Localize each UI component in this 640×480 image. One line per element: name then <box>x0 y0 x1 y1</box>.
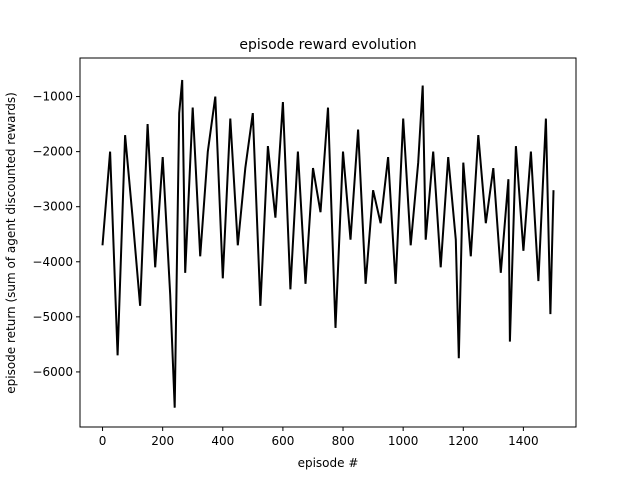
x-tick-label: 800 <box>332 434 355 448</box>
y-tick-label: −1000 <box>32 90 73 104</box>
y-axis: −1000 −2000 −3000 −4000 −5000 −6000 <box>32 90 80 379</box>
series-line-0 <box>101 79 555 408</box>
x-tick-label: 400 <box>211 434 234 448</box>
x-axis: 0 200 400 600 800 1000 1200 1400 <box>99 427 539 448</box>
plot-area <box>101 79 555 408</box>
y-tick-label: −5000 <box>32 310 73 324</box>
x-tick-label: 600 <box>271 434 294 448</box>
y-tick-label: −3000 <box>32 200 73 214</box>
y-tick-label: −4000 <box>32 255 73 269</box>
x-axis-label: episode # <box>298 456 359 470</box>
x-tick-label: 0 <box>99 434 107 448</box>
chart-title: episode reward evolution <box>239 37 416 53</box>
y-tick-label: −6000 <box>32 365 73 379</box>
x-tick-label: 1000 <box>388 434 419 448</box>
x-tick-label: 1400 <box>508 434 539 448</box>
x-tick-label: 1200 <box>448 434 479 448</box>
plot-frame <box>79 57 577 428</box>
y-tick-label: −2000 <box>32 145 73 159</box>
y-axis-label: episode return (sum of agent discounted … <box>4 92 18 394</box>
x-tick-label: 200 <box>151 434 174 448</box>
